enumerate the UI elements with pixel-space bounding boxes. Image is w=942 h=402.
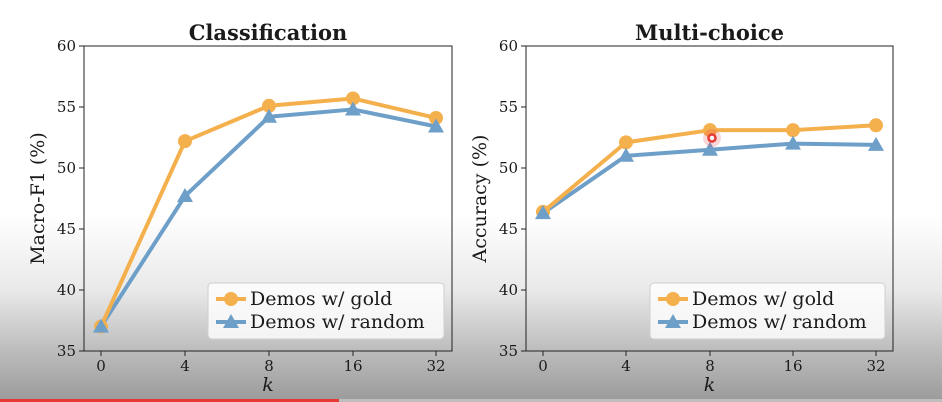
legend-marker-circle [666,292,680,306]
y-tick-label: 40 [499,281,518,299]
x-tick-label: 32 [866,357,885,375]
legend-label: Demos w/ gold [250,288,392,310]
x-axis-label: k [262,374,274,396]
x-tick-label: 8 [705,357,715,375]
y-tick-label: 45 [499,220,518,238]
x-tick-label: 0 [96,357,106,375]
video-progress-fill[interactable] [0,399,340,402]
legend-label: Demos w/ random [250,311,425,333]
data-point-gold [346,91,360,106]
x-tick-label: 4 [621,357,631,375]
chart-panel-1: Classification 35 40 45 50 55 60 0 4 8 16 32 k Macro-… [27,20,453,396]
data-point-gold [429,110,443,125]
legend-marker-triangle [223,314,239,328]
data-point-random [177,188,193,203]
legend-box [649,282,886,340]
data-point-random [535,205,551,220]
y-tick-label: 45 [57,220,76,238]
x-tick-label: 32 [426,357,445,375]
data-point-random [93,318,109,333]
x-tick-label: 16 [343,357,362,375]
x-tick-label: 16 [783,357,802,375]
data-point-gold [178,134,192,149]
y-tick-label: 60 [499,37,518,55]
legend-box [207,282,445,340]
data-point-gold [869,118,883,133]
chart-panel-2: Multi-choice 35 40 45 50 55 60 0 4 8 16 32 k Accuracy… [469,20,894,396]
data-point-random [868,136,884,151]
y-tick-label: 35 [499,342,518,360]
data-point-gold [619,135,633,150]
legend-marker-circle [224,292,238,306]
plot-frame [83,45,453,352]
legend-marker-triangle [665,314,681,328]
y-tick-label: 60 [57,37,76,55]
data-point-gold [786,123,800,138]
chart-title: Classification [189,20,348,45]
data-point-random [702,141,718,156]
y-tick-label: 40 [57,281,76,299]
x-tick-label: 4 [180,357,190,375]
data-point-random [428,118,444,133]
red-dot-cursor-icon [703,129,721,147]
y-tick-label: 55 [57,98,76,116]
data-point-random [618,147,634,162]
x-tick-label: 0 [538,357,548,375]
data-point-gold [262,98,276,113]
x-tick-label: 8 [264,357,274,375]
y-tick-label: 50 [499,159,518,177]
x-axis-label: k [704,374,716,396]
video-progress-track[interactable] [0,399,942,402]
legend-label: Demos w/ gold [692,288,834,310]
cursor-dot [707,133,717,143]
y-axis-label: Accuracy (%) [469,135,491,264]
data-point-random [345,101,361,116]
y-tick-label: 35 [57,342,76,360]
data-point-random [261,108,277,123]
chart-title: Multi-choice [635,20,784,45]
y-axis-label: Macro-F1 (%) [27,132,49,265]
legend-label: Demos w/ random [692,311,867,333]
data-point-random [785,135,801,150]
y-tick-label: 50 [57,159,76,177]
y-tick-label: 55 [499,98,518,116]
